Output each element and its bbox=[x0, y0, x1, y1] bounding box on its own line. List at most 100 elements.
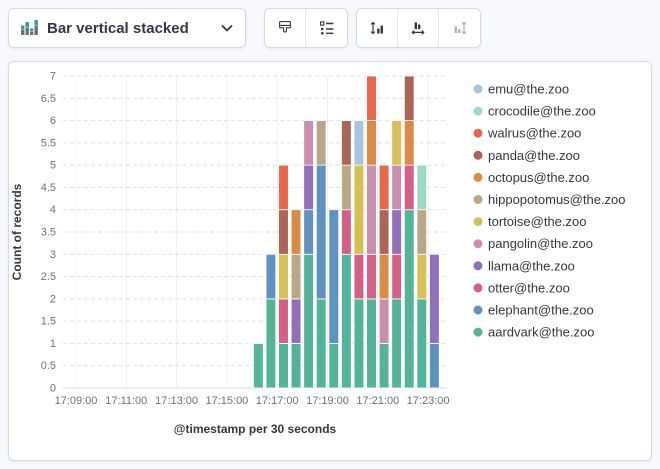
style-button-group bbox=[264, 8, 348, 48]
bar-segment[interactable] bbox=[366, 298, 377, 389]
bar-segment[interactable] bbox=[391, 164, 402, 211]
bar-segment[interactable] bbox=[416, 298, 428, 389]
bar-segment[interactable] bbox=[303, 164, 314, 211]
bar-segment[interactable] bbox=[253, 343, 264, 389]
bar-segment[interactable] bbox=[403, 164, 415, 211]
bar-segment[interactable] bbox=[315, 120, 327, 166]
chart-style-button[interactable] bbox=[265, 9, 306, 47]
bar-segment[interactable] bbox=[391, 298, 402, 389]
x-axis-title: @timestamp per 30 seconds bbox=[174, 422, 337, 436]
y-axis-tick-label: 1.5 bbox=[41, 316, 56, 328]
bar-segment[interactable] bbox=[429, 253, 440, 344]
y-axis-tick-label: 3.5 bbox=[41, 227, 56, 239]
bar-segment[interactable] bbox=[341, 253, 352, 389]
legend-color-dot bbox=[473, 305, 483, 315]
chart-type-dropdown[interactable]: Bar vertical stacked bbox=[8, 8, 246, 48]
y-axis-tick-label: 6 bbox=[50, 115, 56, 127]
bar-segment[interactable] bbox=[278, 343, 289, 389]
bar-segment[interactable] bbox=[341, 209, 352, 255]
bar-segment[interactable] bbox=[378, 209, 390, 255]
left-axis-button[interactable] bbox=[357, 9, 398, 47]
bar-segment[interactable] bbox=[353, 164, 365, 255]
bar-segment[interactable] bbox=[416, 253, 428, 300]
legend-label: elephant@the.zoo bbox=[488, 303, 594, 318]
bar-segment[interactable] bbox=[278, 209, 289, 255]
y-axis-tick-label: 0.5 bbox=[41, 360, 56, 372]
legend-color-dot bbox=[473, 239, 483, 249]
bar-segment[interactable] bbox=[366, 120, 377, 166]
y-axis-tick-label: 0 bbox=[50, 383, 56, 395]
bar-segment[interactable] bbox=[290, 298, 302, 344]
legend-item[interactable]: panda@the.zoo bbox=[473, 148, 581, 163]
bar-segment[interactable] bbox=[328, 343, 340, 389]
bar-segment[interactable] bbox=[416, 209, 428, 255]
bar-segment[interactable] bbox=[290, 253, 302, 300]
bar-segment[interactable] bbox=[341, 164, 352, 211]
bar-segment[interactable] bbox=[353, 253, 365, 300]
legend-item[interactable]: crocodile@the.zoo bbox=[473, 104, 596, 119]
bar-segment[interactable] bbox=[391, 253, 402, 300]
bottom-axis-button[interactable] bbox=[398, 9, 439, 47]
bar-segment[interactable] bbox=[290, 343, 302, 389]
legend-color-dot bbox=[473, 195, 483, 204]
bar-segment[interactable] bbox=[278, 298, 289, 344]
right-axis-button[interactable] bbox=[439, 9, 480, 47]
chart-panel: 0 0.5 1 1.5 2 2.5 3 3.5 4 4.5 5 5.5 6 6.5 7 17:09:00 17:… bbox=[8, 61, 652, 461]
bar-segment[interactable] bbox=[366, 75, 377, 121]
legend-item[interactable]: pangolin@the.zoo bbox=[473, 236, 594, 251]
bar-segment[interactable] bbox=[278, 253, 289, 300]
bar-segment[interactable] bbox=[378, 164, 390, 211]
legend-item[interactable]: llama@the.zoo bbox=[473, 258, 575, 273]
bar-segment[interactable] bbox=[391, 120, 402, 166]
legend-item[interactable]: emu@the.zoo bbox=[473, 82, 570, 97]
legend-item[interactable]: aardvark@the.zoo bbox=[473, 325, 595, 340]
bar-segment[interactable] bbox=[353, 120, 365, 166]
legend-item[interactable]: otter@the.zoo bbox=[473, 280, 570, 295]
bar-segment[interactable] bbox=[353, 298, 365, 389]
chevron-down-icon bbox=[219, 20, 235, 36]
bar-segment[interactable] bbox=[303, 120, 314, 166]
bar-segment[interactable] bbox=[265, 298, 277, 389]
legend-item[interactable]: walrus@the.zoo bbox=[473, 126, 582, 141]
legend-item[interactable]: tortoise@the.zoo bbox=[473, 214, 587, 229]
legend-color-dot bbox=[473, 150, 483, 160]
bar-segment[interactable] bbox=[378, 298, 390, 344]
bar-segment[interactable] bbox=[366, 164, 377, 255]
legend-settings-button[interactable] bbox=[306, 9, 347, 47]
legend-label: octopus@the.zoo bbox=[488, 170, 589, 185]
bar-segment[interactable] bbox=[315, 164, 327, 300]
x-axis-tick-label: 17:17:00 bbox=[256, 395, 299, 407]
bar-segment[interactable] bbox=[403, 120, 415, 166]
legend-label: llama@the.zoo bbox=[488, 258, 575, 273]
legend-color-dot bbox=[473, 217, 483, 227]
bar-segment[interactable] bbox=[341, 120, 352, 166]
swap-x-axis-icon bbox=[410, 20, 426, 36]
bar-segment[interactable] bbox=[391, 209, 402, 255]
legend-item[interactable]: hippopotomus@the.zoo bbox=[473, 192, 626, 207]
paint-brush-icon bbox=[277, 20, 293, 36]
legend-item[interactable]: octopus@the.zoo bbox=[473, 170, 590, 185]
bar-segment[interactable] bbox=[265, 253, 277, 300]
bar-segment[interactable] bbox=[403, 75, 415, 121]
legend-label: pangolin@the.zoo bbox=[488, 236, 593, 251]
bar-segment[interactable] bbox=[429, 343, 440, 389]
bar-segment[interactable] bbox=[378, 253, 390, 300]
bar-segment[interactable] bbox=[416, 164, 428, 211]
bar-segment[interactable] bbox=[403, 209, 415, 389]
bar-segment[interactable] bbox=[366, 253, 377, 300]
bar-segment[interactable] bbox=[303, 253, 314, 389]
bar-segment[interactable] bbox=[378, 343, 390, 389]
bar-segment[interactable] bbox=[315, 298, 327, 389]
bar-segment[interactable] bbox=[290, 209, 302, 255]
swap-y-axis-icon bbox=[369, 20, 385, 36]
legend-item[interactable]: elephant@the.zoo bbox=[473, 303, 594, 318]
legend-label: walrus@the.zoo bbox=[487, 126, 581, 141]
bar-vertical-stacked-icon bbox=[21, 19, 39, 37]
legend-color-dot bbox=[473, 106, 483, 116]
legend-label: panda@the.zoo bbox=[488, 148, 580, 163]
bar-segment[interactable] bbox=[278, 164, 289, 211]
bar-segment[interactable] bbox=[328, 209, 340, 344]
bar-segment[interactable] bbox=[303, 209, 314, 255]
legend-label: emu@the.zoo bbox=[488, 82, 569, 97]
y-axis-tick-label: 5 bbox=[50, 160, 56, 172]
